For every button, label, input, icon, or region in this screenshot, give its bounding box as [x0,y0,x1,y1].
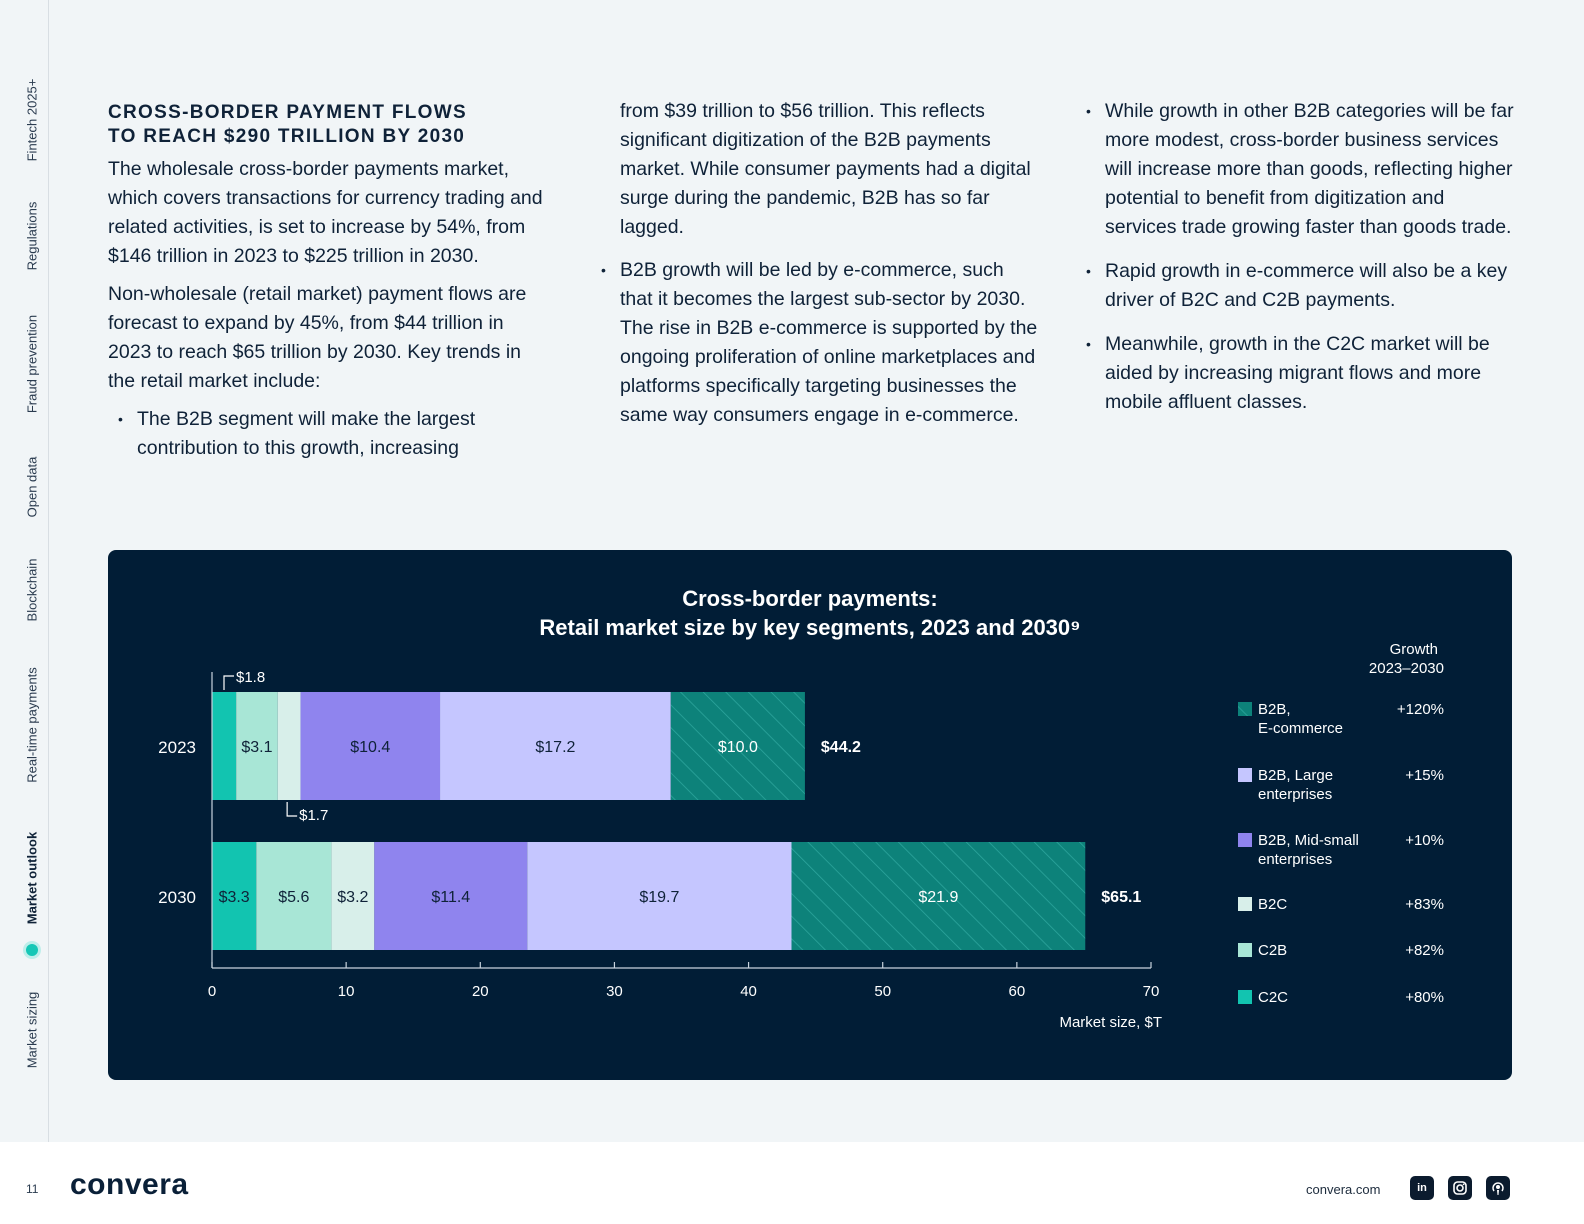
article-column-2: from $39 trillion to $56 trillion. This … [620,97,1040,445]
bullet-c2c-market: Meanwhile, growth in the C2C market will… [1086,330,1516,417]
legend-label: enterprises [1258,786,1332,803]
x-tick-label: 60 [1009,983,1026,1000]
nav-item-market-sizing[interactable]: Market sizing [25,992,40,1069]
active-indicator-icon [26,944,38,956]
instagram-icon[interactable] [1448,1176,1472,1200]
data-label: $10.0 [718,739,758,756]
legend-swatch [1238,833,1252,847]
legend-swatch [1238,768,1252,782]
legend-label: C2C [1258,989,1288,1006]
data-label: $10.4 [350,739,390,756]
bullet-b2b-segment-continued: from $39 trillion to $56 trillion. This … [620,97,1040,242]
legend-label: B2C [1258,896,1287,913]
nav-item-market-outlook[interactable]: Market outlook [25,832,40,924]
legend-label: enterprises [1258,851,1332,868]
article-column-1: CROSS-BORDER PAYMENT FLOWS TO REACH $290… [108,97,548,478]
leader-line [224,676,234,690]
legend-growth: +80% [1405,989,1444,1006]
nav-item-regulations[interactable]: Regulations [25,202,40,271]
category-label: 2030 [158,888,196,907]
data-label: $11.4 [431,889,470,906]
bullet-b2b-categories: While growth in other B2B categories wil… [1086,97,1516,242]
bullet-b2b-ecommerce: B2B growth will be led by e-commerce, su… [601,256,1040,430]
legend-label: B2B, Mid-small [1258,832,1359,849]
legend-growth: +15% [1405,767,1444,784]
total-label: $44.2 [821,739,861,756]
paragraph-wholesale: The wholesale cross-border payments mark… [108,155,548,271]
data-label: $1.7 [299,807,328,824]
legend-growth: +120% [1397,701,1444,718]
x-tick-label: 0 [208,983,216,1000]
x-tick-label: 10 [338,983,355,1000]
podcast-icon[interactable] [1486,1176,1510,1200]
side-navigation: Fintech 2025+ Regulations Fraud preventi… [0,0,49,1142]
legend-swatch [1238,943,1252,957]
nav-item-open-data[interactable]: Open data [25,457,40,518]
legend-label: C2B [1258,942,1287,959]
data-label: $3.3 [219,889,250,906]
nav-item-fintech[interactable]: Fintech 2025+ [25,79,40,162]
x-tick-label: 20 [472,983,489,1000]
linkedin-icon[interactable]: in [1410,1176,1434,1200]
data-label: $1.8 [236,669,265,686]
nav-item-real-time-payments[interactable]: Real-time payments [25,667,40,783]
nav-item-blockchain[interactable]: Blockchain [25,559,40,622]
x-tick-label: 30 [606,983,623,1000]
chart-panel: Cross-border payments: Retail market siz… [108,550,1512,1080]
legend-header: 2023–2030 [1369,660,1444,677]
total-label: $65.1 [1101,889,1141,906]
leader-line [287,802,297,816]
data-label: $21.9 [918,889,958,906]
bar-segment-2023-2 [278,692,301,800]
article-column-3: While growth in other B2B categories wil… [1086,97,1516,432]
legend-swatch [1238,897,1252,911]
paragraph-retail: Non-wholesale (retail market) payment fl… [108,280,548,396]
bullet-b2b-segment: The B2B segment will make the largest co… [118,405,548,463]
legend-header: Growth [1390,641,1438,658]
legend-growth: +10% [1405,832,1444,849]
data-label: $19.7 [639,889,679,906]
legend-swatch [1238,990,1252,1004]
stacked-bar-chart: $1.8 $3.1 $1.7 $10.4 $17.2 $10.0 $44.2 2023 $3.3… [108,550,1512,1080]
page-number: 11 [26,1182,38,1196]
legend-growth: +82% [1405,942,1444,959]
data-label: $3.1 [241,739,272,756]
bar-segment-2023-0 [212,692,236,800]
x-tick-label: 40 [740,983,757,1000]
legend-label: E-commerce [1258,720,1343,737]
legend-growth: +83% [1405,896,1444,913]
category-label: 2023 [158,738,196,757]
section-heading: CROSS-BORDER PAYMENT FLOWS TO REACH $290… [108,101,548,149]
data-label: $5.6 [278,889,309,906]
bullet-ecommerce-growth: Rapid growth in e-commerce will also be … [1086,257,1516,315]
x-axis-label: Market size, $T [1059,1014,1162,1031]
x-tick-label: 70 [1143,983,1160,1000]
legend-label: B2B, Large [1258,767,1333,784]
nav-item-fraud-prevention[interactable]: Fraud prevention [25,315,40,413]
data-label: $17.2 [535,739,575,756]
x-tick-label: 50 [874,983,891,1000]
legend-swatch [1238,702,1252,716]
data-label: $3.2 [337,889,368,906]
website-link[interactable]: convera.com [1306,1182,1380,1197]
legend-label: B2B, [1258,701,1291,718]
convera-logo[interactable]: convera [70,1168,189,1202]
